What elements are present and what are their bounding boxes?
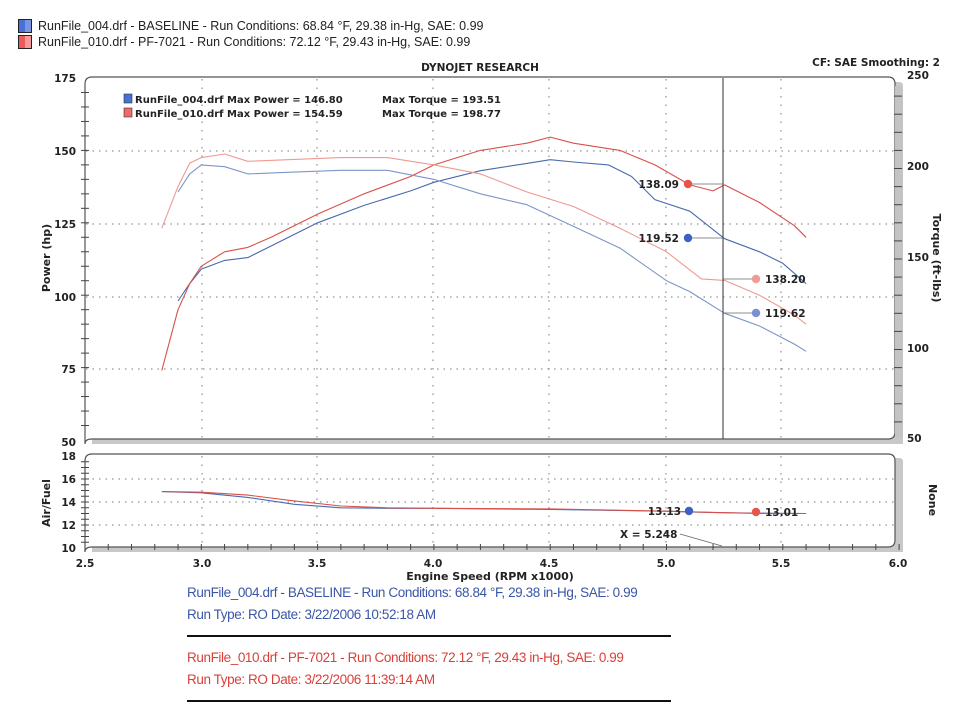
power-tick-150: 150 (54, 146, 76, 158)
legend-swatch-pf7021 (123, 107, 133, 118)
afr-plot (81, 453, 903, 553)
pf7021-torque-line (161, 153, 807, 325)
legend-max-power-pf7021: RunFile_010.drf Max Power = 154.59 (135, 109, 343, 120)
x-axis-title: Engine Speed (RPM x1000) (406, 570, 574, 583)
run-info-pf7021-date: Run Type: RO Date: 3/22/2006 11:39:14 AM (187, 672, 435, 687)
power-axis-title: Power (hp) (40, 224, 53, 292)
power-tick-100: 100 (54, 292, 76, 304)
power-axis-ticks (81, 91, 89, 427)
chart-title: DYNOJET RESEARCH (421, 62, 539, 74)
baseline-color-swatch (18, 19, 32, 33)
cf-smoothing-label: CF: SAE Smoothing: 2 (812, 57, 940, 69)
legend-max-torque-baseline: Max Torque = 193.51 (382, 95, 501, 106)
divider (187, 635, 671, 637)
header-legend-item-pf7021: RunFile_010.drf - PF-7021 - Run Conditio… (18, 34, 484, 50)
x-tick-4.0: 4.0 (424, 558, 443, 570)
main-v-grid (201, 79, 782, 438)
run-info-baseline: RunFile_004.drf - BASELINE - Run Conditi… (187, 580, 671, 626)
torque-axis-bar (895, 86, 903, 438)
run-info-baseline-date: Run Type: RO Date: 3/22/2006 10:52:18 AM (187, 607, 436, 622)
legend-swatch-baseline (123, 93, 133, 104)
pf7021-color-swatch (18, 35, 32, 49)
x-tick-2.5: 2.5 (76, 558, 95, 570)
marker-blue-power-label: 119.52 (638, 233, 679, 245)
marker-blue-afr-label: 13.13 (648, 506, 681, 518)
power-tick-175: 175 (54, 73, 76, 85)
torque-axis-ticks (894, 95, 902, 423)
marker-blue-power (683, 233, 693, 243)
divider (187, 700, 671, 702)
afr-tick-12: 12 (61, 520, 76, 532)
afr-plot-frame (84, 453, 896, 553)
afr-tick-14: 14 (61, 497, 76, 509)
x-tick-6.0: 6.0 (889, 558, 908, 570)
x-tick-5.5: 5.5 (772, 558, 791, 570)
afr-h-grid (86, 478, 894, 526)
run-info-pf7021: RunFile_010.drf - PF-7021 - Run Conditio… (187, 645, 671, 691)
marker-blue-afr (684, 506, 694, 516)
cursor-markers: 138.09 119.52 138.20 119.62 (638, 179, 805, 320)
run-info-footer: RunFile_004.drf - BASELINE - Run Conditi… (187, 580, 671, 710)
header-legend-item-baseline: RunFile_004.drf - BASELINE - Run Conditi… (18, 18, 484, 34)
baseline-power-line (177, 159, 807, 302)
main-h-grid (86, 150, 894, 370)
afr-curves (161, 491, 807, 515)
torque-tick-50: 50 (907, 433, 922, 445)
torque-tick-150: 150 (907, 252, 929, 264)
afr-axis-ticks (81, 461, 89, 543)
marker-red-torque-label: 138.20 (765, 274, 806, 286)
x-tick-3.0: 3.0 (193, 558, 212, 570)
legend-max-torque-pf7021: Max Torque = 198.77 (382, 109, 501, 120)
afr-right-axis-title: None (926, 484, 939, 516)
pf7021-power-line (161, 136, 807, 371)
power-tick-125: 125 (54, 219, 76, 231)
torque-axis-labels: 250 200 150 100 50 (907, 70, 929, 445)
cursor-x-leader (679, 533, 723, 547)
afr-tick-16: 16 (61, 474, 76, 486)
main-plot (81, 76, 903, 445)
afr-axis-labels: 18 16 14 12 10 (61, 451, 76, 555)
marker-red-power (683, 179, 693, 189)
x-axis-ticks (107, 544, 900, 550)
x-tick-4.5: 4.5 (540, 558, 559, 570)
run-info-baseline-conditions: RunFile_004.drf - BASELINE - Run Conditi… (187, 585, 638, 600)
power-tick-50: 50 (61, 437, 76, 449)
marker-red-power-label: 138.09 (638, 179, 679, 191)
power-tick-75: 75 (61, 364, 76, 376)
marker-red-afr-label: 13.01 (765, 507, 798, 519)
cursor-x-value: X = 5.248 (620, 529, 677, 541)
x-tick-3.5: 3.5 (308, 558, 327, 570)
x-tick-5.0: 5.0 (657, 558, 676, 570)
torque-tick-100: 100 (907, 343, 929, 355)
afr-axis-title: Air/Fuel (40, 479, 53, 527)
afr-markers: 13.13 13.01 X = 5.248 (620, 506, 798, 547)
marker-blue-torque-label: 119.62 (765, 308, 806, 320)
torque-axis-title: Torque (ft-lbs) (930, 214, 943, 303)
main-plot-frame (84, 76, 896, 445)
x-axis-labels: 2.5 3.0 3.5 4.0 4.5 5.0 5.5 6.0 (76, 558, 908, 570)
marker-blue-torque (751, 308, 761, 318)
afr-tick-10: 10 (61, 543, 76, 555)
header-legend-label: RunFile_010.drf - PF-7021 - Run Conditio… (38, 35, 471, 49)
pf7021-afr-line (161, 491, 807, 515)
torque-tick-250: 250 (907, 70, 929, 82)
run-info-pf7021-conditions: RunFile_010.drf - PF-7021 - Run Conditio… (187, 650, 624, 665)
marker-red-afr (751, 507, 761, 517)
torque-tick-200: 200 (907, 161, 929, 173)
afr-tick-18: 18 (61, 451, 76, 463)
header-legend: RunFile_004.drf - BASELINE - Run Conditi… (18, 18, 484, 50)
inner-legend: RunFile_004.drf Max Power = 146.80 Max T… (123, 93, 501, 120)
marker-red-torque (751, 274, 761, 284)
power-axis-labels: 175 150 125 100 75 50 (54, 73, 76, 449)
header-legend-label: RunFile_004.drf - BASELINE - Run Conditi… (38, 19, 484, 33)
legend-max-power-baseline: RunFile_004.drf Max Power = 146.80 (135, 95, 343, 106)
